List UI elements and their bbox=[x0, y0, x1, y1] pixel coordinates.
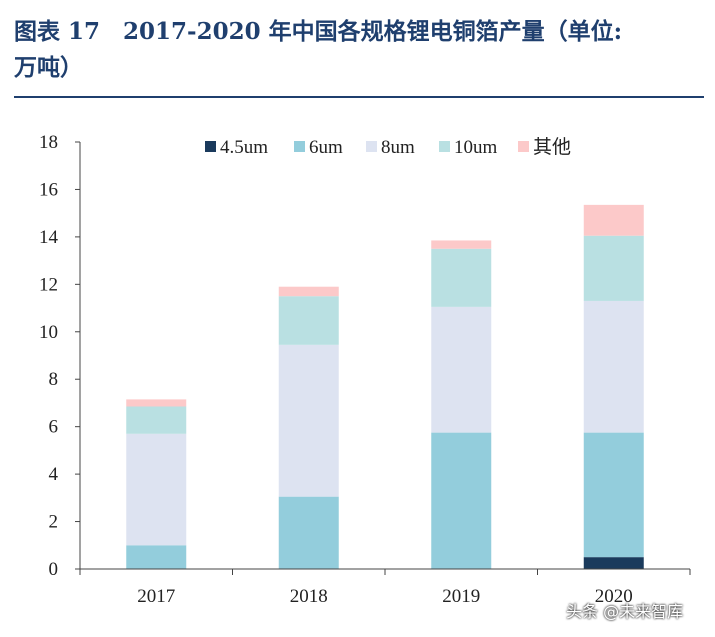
x-axis: 2017 2018 2019 2020 bbox=[79, 568, 691, 607]
y-tick-label: 6 bbox=[49, 417, 59, 438]
bar-segment bbox=[278, 286, 339, 297]
bar-segment bbox=[278, 344, 339, 497]
legend-label: 10um bbox=[454, 137, 498, 158]
bars bbox=[126, 204, 644, 569]
y-tick-label: 2 bbox=[49, 512, 59, 533]
x-tick-label: 2017 bbox=[137, 586, 175, 607]
y-tick-label: 16 bbox=[39, 179, 58, 200]
x-tick-label: 2020 bbox=[595, 586, 633, 607]
legend-label: 4.5um bbox=[220, 137, 268, 158]
y-tick-label: 0 bbox=[49, 559, 59, 580]
watermark: 头条 @未来智库 bbox=[566, 602, 684, 621]
bar-segment bbox=[126, 406, 187, 434]
legend-swatch bbox=[294, 141, 305, 152]
bar-segment bbox=[431, 240, 492, 249]
y-tick-label: 12 bbox=[39, 274, 58, 295]
legend-swatch bbox=[205, 141, 216, 152]
bar-segment bbox=[126, 399, 187, 407]
bar-segment bbox=[431, 432, 492, 569]
legend: 4.5um 6um 8um 10um 其他 bbox=[205, 136, 571, 158]
legend-label: 其他 bbox=[533, 136, 571, 158]
bar-segment bbox=[583, 204, 644, 236]
bar-segment bbox=[278, 496, 339, 569]
bar-segment bbox=[278, 296, 339, 345]
legend-swatch bbox=[366, 141, 377, 152]
bar-segment bbox=[431, 306, 492, 433]
bar-segment bbox=[583, 300, 644, 433]
bar-segment bbox=[126, 433, 187, 546]
bar-segment bbox=[583, 235, 644, 301]
figure-title-line-2: 万吨） bbox=[14, 54, 83, 81]
y-tick-label: 18 bbox=[39, 132, 58, 153]
x-tick-label: 2019 bbox=[442, 586, 480, 607]
legend-label: 8um bbox=[381, 137, 415, 158]
title-divider bbox=[14, 96, 704, 98]
legend-swatch bbox=[518, 141, 529, 152]
bar-segment bbox=[126, 545, 187, 569]
x-tick-label: 2018 bbox=[290, 586, 328, 607]
y-tick-label: 8 bbox=[49, 369, 59, 390]
bar-segment bbox=[583, 432, 644, 558]
y-tick-label: 4 bbox=[49, 464, 59, 485]
legend-swatch bbox=[439, 141, 450, 152]
legend-label: 6um bbox=[309, 137, 343, 158]
figure-title: 图表 17 2017-2020 年中国各规格锂电铜箔产量（单位: 万吨） bbox=[14, 14, 704, 86]
bar-segment bbox=[583, 557, 644, 569]
bar-segment bbox=[431, 248, 492, 307]
y-tick-label: 10 bbox=[39, 322, 58, 343]
y-axis: 0 2 4 6 8 10 12 14 16 18 bbox=[39, 132, 81, 580]
figure-title-line-1: 图表 17 2017-2020 年中国各规格锂电铜箔产量（单位: bbox=[14, 18, 623, 45]
y-tick-label: 14 bbox=[39, 227, 59, 248]
